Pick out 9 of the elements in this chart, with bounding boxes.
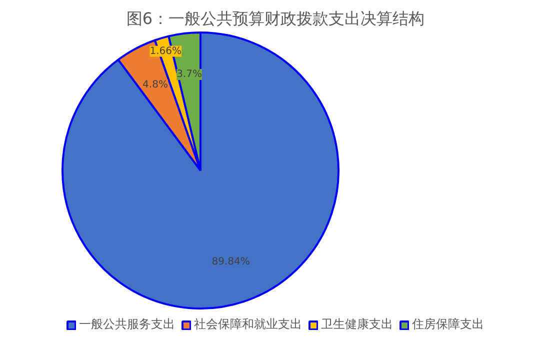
data-label: 1.66% bbox=[150, 46, 182, 57]
data-label: 4.8% bbox=[142, 80, 168, 91]
chart-title: 图6：一般公共预算财政拨款支出决算结构 bbox=[126, 9, 425, 28]
legend-label: 社会保障和就业支出 bbox=[194, 316, 302, 333]
data-label: 3.7% bbox=[176, 69, 202, 80]
data-label: 89.84% bbox=[212, 256, 250, 268]
legend-label: 住房保障支出 bbox=[412, 316, 484, 333]
legend-label: 一般公共服务支出 bbox=[79, 316, 175, 333]
legend-label: 卫生健康支出 bbox=[321, 316, 393, 333]
